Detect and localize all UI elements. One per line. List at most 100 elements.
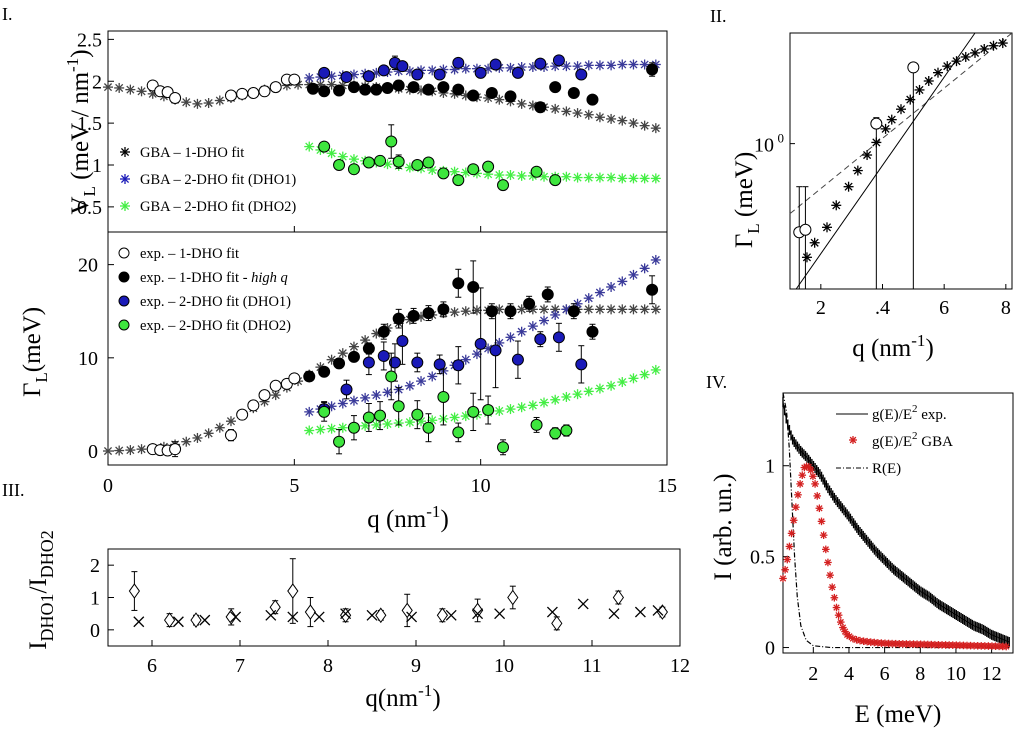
legend-filled-icon: [118, 319, 130, 331]
star-stroke: [137, 445, 146, 454]
top-s2-star-point: [617, 173, 628, 184]
legend-star-icon: [120, 201, 130, 211]
star-stroke: [640, 174, 649, 183]
legend-open-icon: [118, 247, 130, 259]
top-s0-star-point: [203, 98, 214, 109]
star-point: [880, 123, 891, 134]
top-s0-star-point: [494, 94, 505, 105]
ylabel-mid: /I: [25, 578, 52, 593]
bot-s4-filled-point: [567, 305, 580, 318]
bot-s6-filled-point: [333, 435, 346, 448]
panel-II-xlabel: q (nm-1): [852, 331, 934, 362]
legend-label: exp. – 2-DHO fit (DHO1): [140, 294, 291, 310]
gba-star-point: [1002, 642, 1011, 651]
legend-label-text: g(E)/E: [872, 434, 912, 450]
top-s6-filled-point: [437, 167, 450, 180]
bot-s6-filled-point: [482, 404, 495, 417]
panel-III-marks: [128, 558, 669, 632]
star-stroke: [383, 160, 392, 169]
bot-s1-star-point: [427, 371, 438, 382]
bot-s2-star-point: [572, 389, 583, 400]
bot-s1-star-point: [617, 276, 628, 287]
bot-s2-star-point: [360, 420, 371, 431]
bot-s6-filled-point: [467, 405, 480, 418]
top-s3-open-point: [169, 92, 182, 104]
bot-s5-filled-point: [340, 383, 353, 396]
top-s4-filled-point: [549, 81, 562, 94]
top-s1-star-point: [572, 61, 583, 72]
star-stroke: [781, 566, 789, 573]
cross-point: [406, 611, 418, 623]
bot-s6-filled-point: [374, 409, 387, 422]
star-stroke: [933, 68, 943, 77]
panel-label-III: III.: [2, 480, 24, 500]
star-stroke: [305, 142, 314, 151]
star-stroke: [120, 147, 130, 157]
bot-s4-filled-point: [303, 370, 316, 383]
bot-s4-filled-point: [504, 305, 517, 318]
star-stroke: [799, 471, 806, 479]
xtick-label: 10: [471, 475, 491, 497]
legend-label-text: R(E): [872, 461, 901, 477]
bot-s2-star-point: [561, 391, 572, 402]
star-stroke: [383, 388, 392, 397]
star-stroke: [595, 61, 604, 70]
legend-label: exp. – 1-DHO fit - high q: [140, 270, 288, 286]
top-s5-filled-point: [534, 57, 547, 70]
star-stroke: [618, 377, 627, 387]
star-stroke: [573, 62, 582, 71]
gba-star-point: [807, 466, 815, 474]
star-stroke: [450, 167, 459, 176]
star-stroke: [528, 401, 537, 410]
bot-s1-star-point: [516, 326, 527, 337]
top-s5-filled-point: [340, 71, 353, 84]
star-stroke: [120, 174, 130, 184]
cross-stroke: [406, 611, 418, 623]
bot-s2-star-point: [583, 386, 594, 397]
gba-star-point: [826, 571, 834, 579]
panel-IV: 00.512 4 6 8 10 12 g(E)/E2 exp.g(E)/E2 GBAR(E…: [710, 392, 1014, 728]
top-s1-star-point: [304, 72, 315, 83]
bot-s0-star-point: [650, 304, 661, 315]
star-stroke: [338, 349, 347, 358]
star-point: [997, 38, 1008, 49]
star-stroke: [226, 417, 236, 426]
top-s6-filled-point: [362, 156, 375, 169]
cross-point: [546, 606, 558, 618]
top-s4-filled-point: [347, 81, 360, 94]
star-stroke: [204, 98, 213, 108]
gba-star-point: [789, 516, 798, 525]
cross-point: [472, 608, 484, 620]
cross-stroke: [287, 611, 299, 623]
xlabel-tail: ): [432, 685, 440, 712]
star-stroke: [607, 61, 616, 70]
ytick-label: 0.5: [750, 547, 775, 569]
star-point: [951, 56, 962, 67]
top-s4-filled-point: [504, 90, 517, 103]
star-stroke: [805, 463, 812, 471]
xlabel-sup: -1: [426, 502, 440, 521]
star-point: [831, 200, 842, 211]
star-stroke: [528, 305, 537, 314]
bot-s5-filled-point: [396, 335, 409, 348]
star-stroke: [788, 530, 795, 537]
ytick-label: 2.5: [77, 29, 102, 51]
bot-s0-star-point: [114, 445, 125, 456]
top-s2-star-point: [639, 173, 650, 184]
top-s6-filled-point: [318, 140, 331, 153]
star-stroke: [651, 174, 660, 183]
bot-s3-open-point: [236, 408, 249, 421]
star-stroke: [562, 392, 571, 402]
star-stroke: [784, 556, 791, 563]
star-stroke: [618, 60, 627, 69]
star-stroke: [349, 396, 359, 405]
top-s0-star-point: [125, 84, 136, 95]
bot-s1-star-point: [416, 376, 427, 387]
top-s6-filled-point: [385, 135, 398, 148]
bot-s1-star-point: [371, 390, 382, 401]
bot-s1-star-point: [594, 287, 605, 298]
top-s1-star-point: [561, 61, 572, 72]
top-s2-star-point: [326, 148, 337, 159]
top-s2-star-point: [650, 173, 661, 184]
